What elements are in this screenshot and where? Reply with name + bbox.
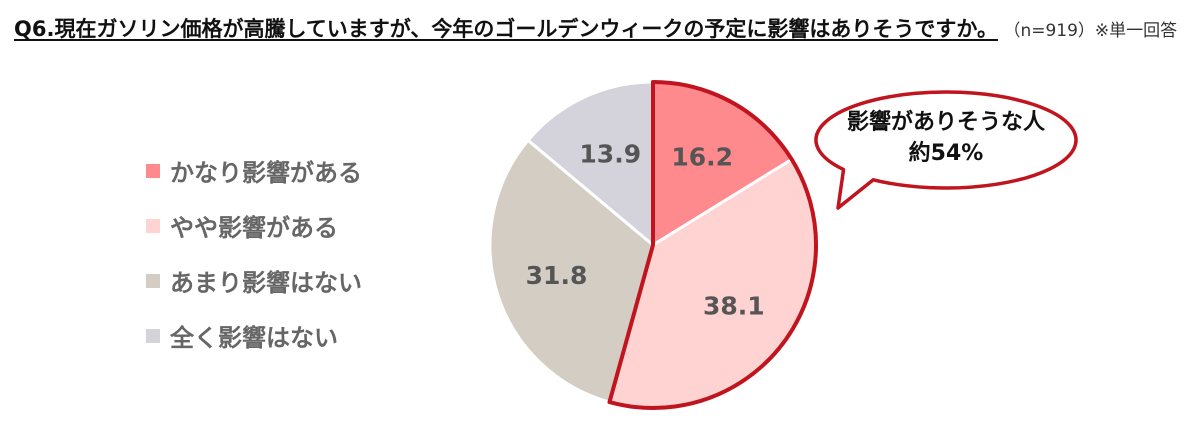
legend-item-1: やや影響がある	[146, 198, 362, 253]
chart-title: Q6.現在ガソリン価格が高騰していますが、今年のゴールデンウィークの予定に影響は…	[14, 14, 1194, 47]
sample-note: （n=919）※単一回答	[1011, 21, 1178, 41]
legend-item-2: あまり影響はない	[146, 253, 362, 308]
callout-line-1: 影響がありそうな人	[847, 109, 1045, 135]
legend-label-2: あまり影響はない	[170, 269, 362, 297]
highlight-outline	[607, 80, 818, 410]
legend-swatch-0	[146, 163, 160, 178]
legend-swatch-2	[146, 273, 160, 288]
question-text: Q6.現在ガソリン価格が高騰していますが、今年のゴールデンウィークの予定に影響は…	[14, 17, 998, 41]
legend: かなり影響がある やや影響がある あまり影響はない 全く影響はない	[146, 143, 362, 363]
pie-slice-3	[525, 80, 655, 249]
slice-label-2: 31.8	[526, 261, 588, 290]
legend-swatch-3	[146, 328, 160, 343]
legend-item-0: かなり影響がある	[146, 143, 362, 198]
legend-label-3: 全く影響はない	[170, 324, 338, 352]
legend-label-0: かなり影響がある	[170, 159, 362, 187]
slice-label-1: 38.1	[703, 292, 765, 321]
pie-slices	[488, 80, 818, 410]
slice-labels: 16.2 38.1 31.8 13.9	[526, 139, 765, 320]
slice-label-3: 13.9	[579, 139, 641, 168]
legend-item-3: 全く影響はない	[146, 308, 362, 363]
callout-bubble: 影響がありそうな人 約54%	[814, 90, 1078, 210]
slice-label-0: 16.2	[671, 143, 733, 172]
legend-label-1: やや影響がある	[170, 214, 338, 242]
pie-slice-2	[488, 138, 655, 404]
callout-line-2: 約54%	[909, 140, 984, 166]
legend-swatch-1	[146, 218, 160, 233]
callout-shape	[814, 90, 1078, 210]
